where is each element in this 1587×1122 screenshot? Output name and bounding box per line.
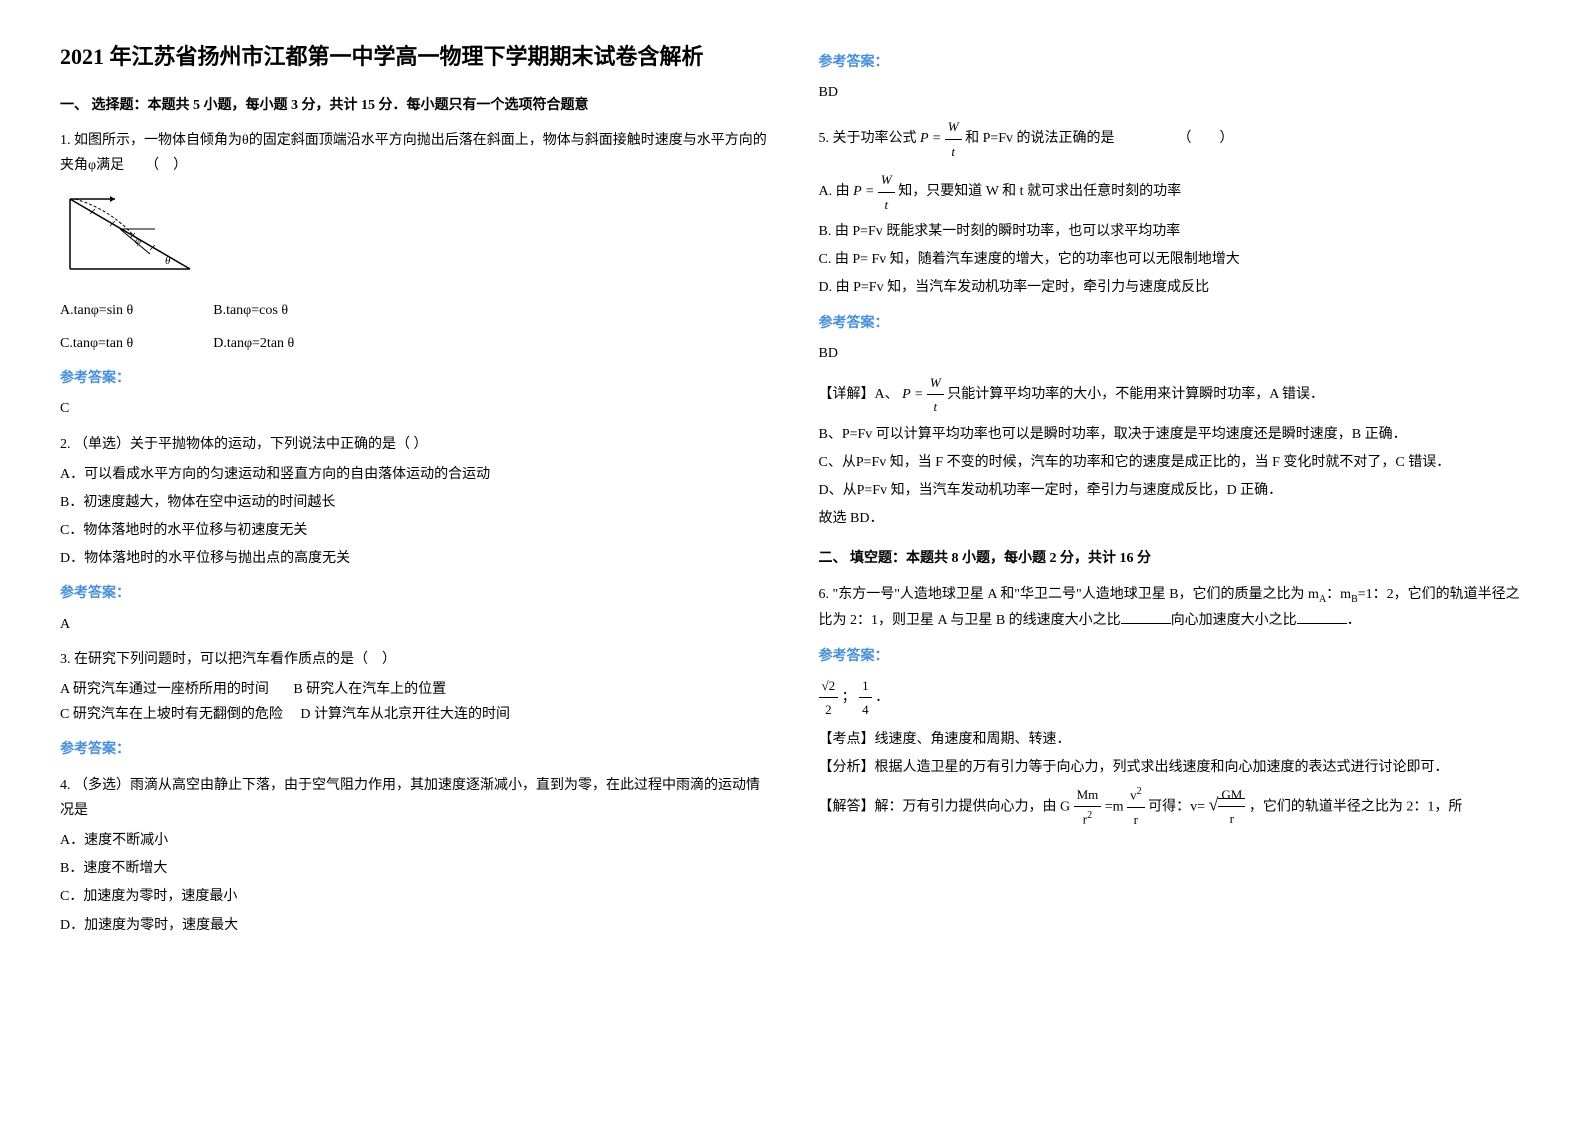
q6-sol-mid1: =m: [1105, 799, 1124, 814]
q5-optA: A. 由 P = Wt 知，只要知道 W 和 t 就可求出任意时刻的功率: [819, 168, 1528, 216]
q5-answer: BD: [819, 341, 1528, 366]
q2-text: 2. （单选）关于平抛物体的运动，下列说法中正确的是（ ）: [60, 432, 769, 457]
answer-label: 参考答案：: [60, 366, 769, 391]
q1-optB: B.tanφ=cos θ: [213, 298, 288, 323]
answer-label: 参考答案：: [60, 581, 769, 606]
q4-text: 4. （多选）雨滴从高空由静止下落，由于空气阻力作用，其加速度逐渐减小，直到为零…: [60, 773, 769, 823]
q5-detailC: C、从P=Fv 知，当 F 不变的时候，汽车的功率和它的速度是成正比的，当 F …: [819, 450, 1528, 475]
q6-analysis: 【分析】根据人造卫星的万有引力等于向心力，列式求出线速度和向心加速度的表达式进行…: [819, 755, 1528, 780]
q1-text: 1. 如图所示，一物体自倾角为θ的固定斜面顶端沿水平方向抛出后落在斜面上，物体与…: [60, 128, 769, 178]
blank-2: [1297, 610, 1347, 624]
q5-text-post: 和 P=Fv 的说法正确的是 （ ）: [965, 131, 1233, 146]
question-1: 1. 如图所示，一物体自倾角为θ的固定斜面顶端沿水平方向抛出后落在斜面上，物体与…: [60, 128, 769, 421]
q2-optD: D．物体落地时的水平位移与抛出点的高度无关: [60, 546, 769, 571]
question-6: 6. "东方一号"人造地球卫星 A 和"华卫二号"人造地球卫星 B，它们的质量之…: [819, 582, 1528, 831]
blank-1: [1121, 610, 1171, 624]
q4-optC: C．加速度为零时，速度最小: [60, 884, 769, 909]
q3-optA: A 研究汽车通过一座桥所用的时间: [60, 682, 269, 697]
q5-detailA-pre: 【详解】A、: [819, 387, 899, 402]
question-5: 5. 关于功率公式 P = Wt 和 P=Fv 的说法正确的是 （ ） A. 由…: [819, 115, 1528, 531]
q6-text-pre: 6. "东方一号"人造地球卫星 A 和"华卫二号"人造地球卫星 B，它们的质量之…: [819, 587, 1319, 602]
q5-optA-pre: A. 由: [819, 184, 850, 199]
question-4: 4. （多选）雨滴从高空由静止下落，由于空气阻力作用，其加速度逐渐减小，直到为零…: [60, 773, 769, 938]
q1-optC: C.tanφ=tan θ: [60, 331, 133, 356]
q5-conclusion: 故选 BD．: [819, 506, 1528, 531]
q1-answer: C: [60, 396, 769, 421]
section1-header: 一、 选择题：本题共 5 小题，每小题 3 分，共计 15 分．每小题只有一个选…: [60, 93, 769, 118]
q1-optA: A.tanφ=sin θ: [60, 298, 133, 323]
q5-optD: D. 由 P=Fv 知，当汽车发动机功率一定时，牵引力与速度成反比: [819, 275, 1528, 300]
q6-sol-mid2: 可得：v=: [1148, 799, 1205, 814]
q5-optB: B. 由 P=Fv 既能求某一时刻的瞬时功率，也可以求平均功率: [819, 219, 1528, 244]
q6-topic: 【考点】线速度、角速度和周期、转速．: [819, 727, 1528, 752]
q5-detailA: 【详解】A、 P = Wt 只能计算平均功率的大小，不能用来计算瞬时功率，A 错…: [819, 371, 1528, 419]
q5-optC: C. 由 P= Fv 知，随着汽车速度的增大，它的功率也可以无限制地增大: [819, 247, 1528, 272]
q1-diagram: φ θ: [60, 189, 769, 288]
right-column: 参考答案： BD 5. 关于功率公式 P = Wt 和 P=Fv 的说法正确的是…: [819, 40, 1528, 948]
section2-header: 二、 填空题：本题共 8 小题，每小题 2 分，共计 16 分: [819, 546, 1528, 571]
question-3: 3. 在研究下列问题时，可以把汽车看作质点的是（ ） A 研究汽车通过一座桥所用…: [60, 647, 769, 763]
q3-optD: D 计算汽车从北京开往大连的时间: [300, 707, 510, 722]
q6-text-mid3: 向心加速度大小之比: [1171, 613, 1297, 628]
answer-label: 参考答案：: [819, 644, 1528, 669]
q5-detailB: B、P=Fv 可以计算平均功率也可以是瞬时功率，取决于速度是平均速度还是瞬时速度…: [819, 422, 1528, 447]
q6-sol-post: ，它们的轨道半径之比为 2：1，所: [1249, 799, 1463, 814]
q4-optA: A．速度不断减小: [60, 828, 769, 853]
q6-ans1-den: 2: [819, 698, 839, 721]
q6-text-end: ．: [1347, 613, 1361, 628]
q5-optA-post: 知，只要知道 W 和 t 就可求出任意时刻的功率: [898, 184, 1181, 199]
q5-text-pre: 5. 关于功率公式: [819, 131, 917, 146]
q3-optB: B 研究人在汽车上的位置: [293, 682, 446, 697]
q1-optD: D.tanφ=2tan θ: [213, 331, 294, 356]
q6-text-mid1: ：m: [1326, 587, 1351, 602]
answer-label: 参考答案：: [819, 311, 1528, 336]
q6-sol-pre: 【解答】解：万有引力提供向心力，由 G: [819, 799, 1071, 814]
svg-text:θ: θ: [165, 255, 171, 267]
left-column: 2021 年江苏省扬州市江都第一中学高一物理下学期期末试卷含解析 一、 选择题：…: [60, 40, 769, 948]
q6-ans2-num: 1: [859, 674, 872, 698]
q4-optD: D．加速度为零时，速度最大: [60, 913, 769, 938]
q3-optC: C 研究汽车在上坡时有无翻倒的危险: [60, 707, 283, 722]
q6-answer: √22 ； 14 ．: [819, 674, 1528, 722]
question-2: 2. （单选）关于平抛物体的运动，下列说法中正确的是（ ） A．可以看成水平方向…: [60, 432, 769, 637]
q4-optB: B．速度不断增大: [60, 856, 769, 881]
q2-optA: A．可以看成水平方向的匀速运动和竖直方向的自由落体运动的合运动: [60, 462, 769, 487]
q3-text: 3. 在研究下列问题时，可以把汽车看作质点的是（ ）: [60, 647, 769, 672]
q4-answer: BD: [819, 80, 1528, 105]
q6-subB: B: [1351, 593, 1358, 604]
svg-text:φ: φ: [135, 235, 141, 247]
q6-ans-end: ．: [875, 690, 889, 705]
q6-text: 6. "东方一号"人造地球卫星 A 和"华卫二号"人造地球卫星 B，它们的质量之…: [819, 582, 1528, 634]
q6-solution: 【解答】解：万有引力提供向心力，由 G Mmr2 =m v2r 可得：v= √G…: [819, 783, 1528, 831]
q2-answer: A: [60, 612, 769, 637]
q2-optB: B．初速度越大，物体在空中运动的时间越长: [60, 490, 769, 515]
q2-optC: C．物体落地时的水平位移与初速度无关: [60, 518, 769, 543]
q5-detailA-post: 只能计算平均功率的大小，不能用来计算瞬时功率，A 错误．: [947, 387, 1324, 402]
q6-ans2-den: 4: [859, 698, 872, 721]
q6-ans-sep: ；: [842, 690, 856, 705]
answer-label: 参考答案：: [819, 50, 1528, 75]
q5-detailD: D、从P=Fv 知，当汽车发动机功率一定时，牵引力与速度成反比，D 正确．: [819, 478, 1528, 503]
q5-text: 5. 关于功率公式 P = Wt 和 P=Fv 的说法正确的是 （ ）: [819, 115, 1528, 163]
answer-label: 参考答案：: [60, 737, 769, 762]
q6-ans1-num: √2: [819, 674, 839, 698]
document-title: 2021 年江苏省扬州市江都第一中学高一物理下学期期末试卷含解析: [60, 40, 769, 73]
